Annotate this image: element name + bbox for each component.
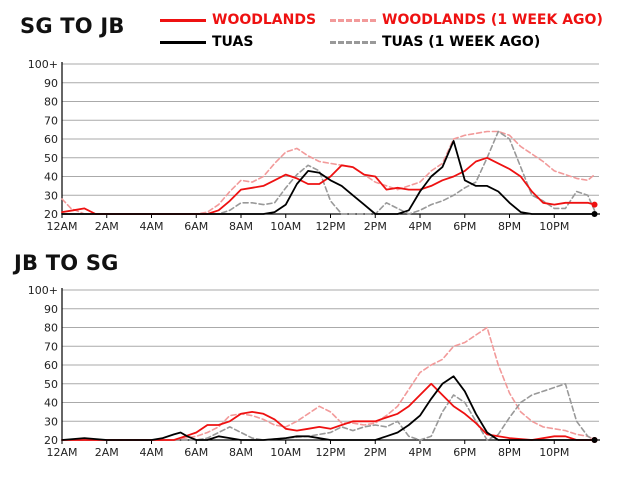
jb-to-sg-series-woodlands bbox=[61, 382, 596, 441]
jb-to-sg-ytick-label: 80 bbox=[44, 322, 58, 335]
jb-to-sg-ytick-label: 40 bbox=[44, 397, 58, 410]
jb-to-sg-ytick-label: 90 bbox=[44, 303, 58, 316]
legend-swatch-woodlands bbox=[160, 18, 206, 22]
jb-to-sg-xtick-label: 8PM bbox=[498, 446, 521, 459]
sg-to-jb-ytick-label: 80 bbox=[44, 96, 58, 109]
legend-item-tuas-prev: TUAS (1 WEEK AGO) bbox=[330, 34, 540, 50]
sg-to-jb-xtick-label: 10PM bbox=[539, 220, 569, 233]
sg-to-jb-ytick-label: 90 bbox=[44, 77, 58, 90]
jb-to-sg-xtick-label: 2AM bbox=[95, 446, 119, 459]
jb-to-sg-ytick-label: 70 bbox=[44, 340, 58, 353]
sg-to-jb-series-woodlands bbox=[61, 156, 596, 215]
legend-item-woodlands-prev: WOODLANDS (1 WEEK AGO) bbox=[330, 12, 603, 28]
sg-to-jb-xtick-label: 2PM bbox=[364, 220, 387, 233]
legend-swatch-tuas-prev bbox=[330, 40, 376, 44]
sg-to-jb-ytick-label: 40 bbox=[44, 171, 58, 184]
chart-title-sg-to-jb: SG TO JB bbox=[20, 14, 125, 38]
jb-to-sg-endpoint-tuas bbox=[591, 437, 598, 443]
jb-to-sg-xtick-label: 12AM bbox=[46, 446, 77, 459]
chart-jb-to-sg: 20 30 40 50 60 70 80 90 100+ 12AM 2AM 4AM 6AM 8AM 10AM… bbox=[28, 284, 600, 459]
jb-to-sg-xtick-label: 6PM bbox=[453, 446, 476, 459]
sg-to-jb-ytick-label: 20 bbox=[44, 208, 58, 221]
sg-to-jb-endpoint-tuas bbox=[591, 211, 598, 217]
jb-to-sg-xtick-label: 2PM bbox=[364, 446, 387, 459]
sg-to-jb-xtick-label: 6PM bbox=[453, 220, 476, 233]
sg-to-jb-xtick-label: 4PM bbox=[408, 220, 431, 233]
sg-to-jb-ytick-label: 100+ bbox=[28, 58, 58, 71]
legend-swatch-woodlands-prev bbox=[330, 18, 376, 22]
jb-to-sg-xtick-label: 10AM bbox=[270, 446, 301, 459]
chart-sg-to-jb: 20 30 40 50 60 70 80 90 100+ 12AM 2AM 4AM 6AM 8AM 10AM… bbox=[28, 58, 600, 233]
legend-label-woodlands: WOODLANDS bbox=[212, 12, 317, 28]
sg-to-jb-xtick-label: 8PM bbox=[498, 220, 521, 233]
sg-to-jb-xtick-label: 10AM bbox=[270, 220, 301, 233]
jb-to-sg-xtick-label: 10PM bbox=[539, 446, 569, 459]
jb-to-sg-ytick-label: 30 bbox=[44, 415, 58, 428]
sg-to-jb-xtick-label: 12AM bbox=[46, 220, 77, 233]
sg-to-jb-series-woodlands-prev bbox=[61, 130, 596, 215]
sg-to-jb-xtick-label: 4AM bbox=[139, 220, 163, 233]
legend: WOODLANDS TUAS WOODLANDS (1 WEEK AGO) TU… bbox=[160, 12, 630, 54]
sg-to-jb-xtick-label: 2AM bbox=[95, 220, 119, 233]
legend-item-woodlands: WOODLANDS bbox=[160, 12, 316, 28]
jb-to-sg-ytick-label: 50 bbox=[44, 378, 58, 391]
jb-to-sg-xtick-label: 4PM bbox=[408, 446, 431, 459]
legend-label-tuas: TUAS bbox=[212, 34, 254, 50]
legend-swatch-tuas bbox=[160, 40, 206, 44]
sg-to-jb-ytick-label: 60 bbox=[44, 133, 58, 146]
legend-label-woodlands-prev: WOODLANDS (1 WEEK AGO) bbox=[382, 12, 603, 28]
sg-to-jb-endpoint-woodlands bbox=[591, 201, 598, 208]
sg-to-jb-xtick-label: 8AM bbox=[229, 220, 253, 233]
jb-to-sg-ytick-label: 100+ bbox=[28, 284, 58, 297]
jb-to-sg-xtick-label: 4AM bbox=[139, 446, 163, 459]
sg-to-jb-ytick-label: 50 bbox=[44, 152, 58, 165]
sg-to-jb-series-tuas bbox=[61, 140, 596, 215]
jb-to-sg-ytick-label: 20 bbox=[44, 434, 58, 447]
sg-to-jb-xtick-label: 6AM bbox=[184, 220, 208, 233]
sg-to-jb-series-tuas-prev bbox=[61, 130, 596, 215]
sg-to-jb-xtick-label: 12PM bbox=[315, 220, 345, 233]
jb-to-sg-series-tuas-prev bbox=[61, 383, 596, 441]
legend-label-tuas-prev: TUAS (1 WEEK AGO) bbox=[382, 34, 541, 50]
sg-to-jb-ytick-label: 30 bbox=[44, 189, 58, 202]
jb-to-sg-xtick-label: 12PM bbox=[315, 446, 345, 459]
legend-item-tuas: TUAS bbox=[160, 34, 253, 50]
jb-to-sg-series-tuas bbox=[61, 375, 596, 441]
chart-title-jb-to-sg: JB TO SG bbox=[14, 251, 119, 275]
jb-to-sg-xtick-label: 6AM bbox=[184, 446, 208, 459]
jb-to-sg-ytick-label: 60 bbox=[44, 359, 58, 372]
sg-to-jb-ytick-label: 70 bbox=[44, 114, 58, 127]
jb-to-sg-xtick-label: 8AM bbox=[229, 446, 253, 459]
